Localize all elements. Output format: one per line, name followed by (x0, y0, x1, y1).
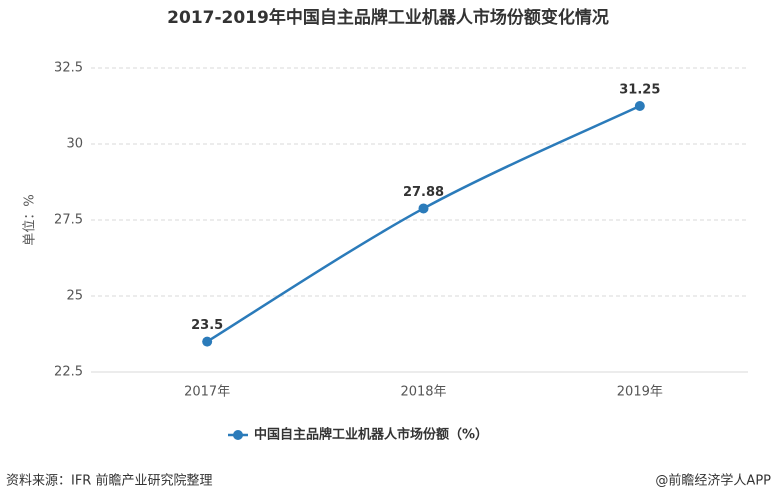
source-note: 资料来源：IFR 前瞻产业研究院整理 (6, 473, 212, 489)
credit: @前瞻经济学人APP (655, 473, 771, 489)
data-point (634, 101, 645, 111)
chart-title: 2017-2019年中国自主品牌工业机器人市场份额变化情况 (167, 7, 609, 28)
data-point (418, 203, 429, 214)
y-tick-label: 22.5 (54, 365, 83, 380)
y-tick-label: 32.5 (54, 61, 83, 76)
value-label: 31.25 (619, 83, 660, 98)
x-tick-label: 2018年 (400, 385, 446, 400)
x-tick-label: 2017年 (184, 385, 230, 400)
y-tick-label: 25 (66, 289, 83, 304)
y-tick-label: 30 (66, 137, 83, 152)
legend-marker (233, 430, 243, 440)
series-line (206, 104, 641, 343)
value-label: 23.5 (191, 318, 223, 333)
data-point (202, 336, 213, 347)
value-label: 27.88 (403, 185, 444, 200)
y-axis-label: 单位：% (23, 194, 38, 245)
x-tick-label: 2019年 (617, 385, 663, 400)
y-tick-label: 27.5 (54, 213, 83, 228)
legend-label: 中国自主品牌工业机器人市场份额（%） (254, 427, 488, 443)
